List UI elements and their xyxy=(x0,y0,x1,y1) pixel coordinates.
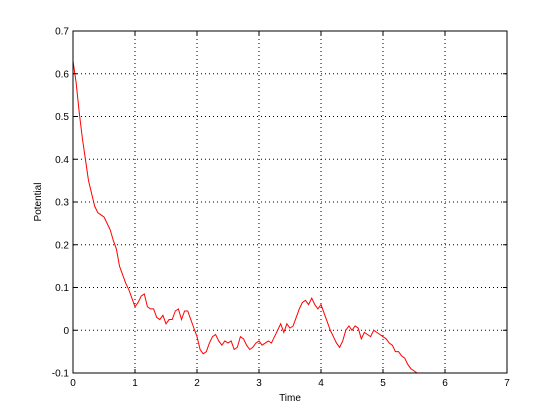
grid-lines xyxy=(73,31,507,373)
y-tick-label: 0.5 xyxy=(55,112,69,123)
series-line xyxy=(72,60,461,374)
x-axis-label: Time xyxy=(279,393,301,404)
x-tick-label: 5 xyxy=(380,378,386,389)
x-tick-label: 4 xyxy=(318,378,324,389)
series-group xyxy=(72,60,461,374)
x-tick-label: 7 xyxy=(504,378,510,389)
x-tick-label: 6 xyxy=(442,378,448,389)
x-tick-label: 3 xyxy=(256,378,262,389)
y-tick-label: 0.2 xyxy=(55,240,69,251)
y-tick-label: 0 xyxy=(63,326,69,337)
y-axis-label: Potential xyxy=(33,183,44,222)
y-tick-label: 0.6 xyxy=(55,69,69,80)
y-tick-label: 0.1 xyxy=(55,283,69,294)
y-tick-label: 0.7 xyxy=(55,27,69,38)
y-axis-ticks: -0.1 0 0.1 0.2 0.3 0.4 0.5 0.6 0.7 xyxy=(52,27,507,380)
y-tick-label: -0.1 xyxy=(52,369,70,380)
x-axis-ticks: 0 1 2 3 4 5 6 7 xyxy=(70,31,510,389)
x-tick-label: 2 xyxy=(194,378,200,389)
x-tick-label: 1 xyxy=(132,378,138,389)
x-tick-label: 0 xyxy=(70,378,76,389)
y-tick-label: 0.4 xyxy=(55,155,69,166)
y-tick-label: 0.3 xyxy=(55,198,69,209)
